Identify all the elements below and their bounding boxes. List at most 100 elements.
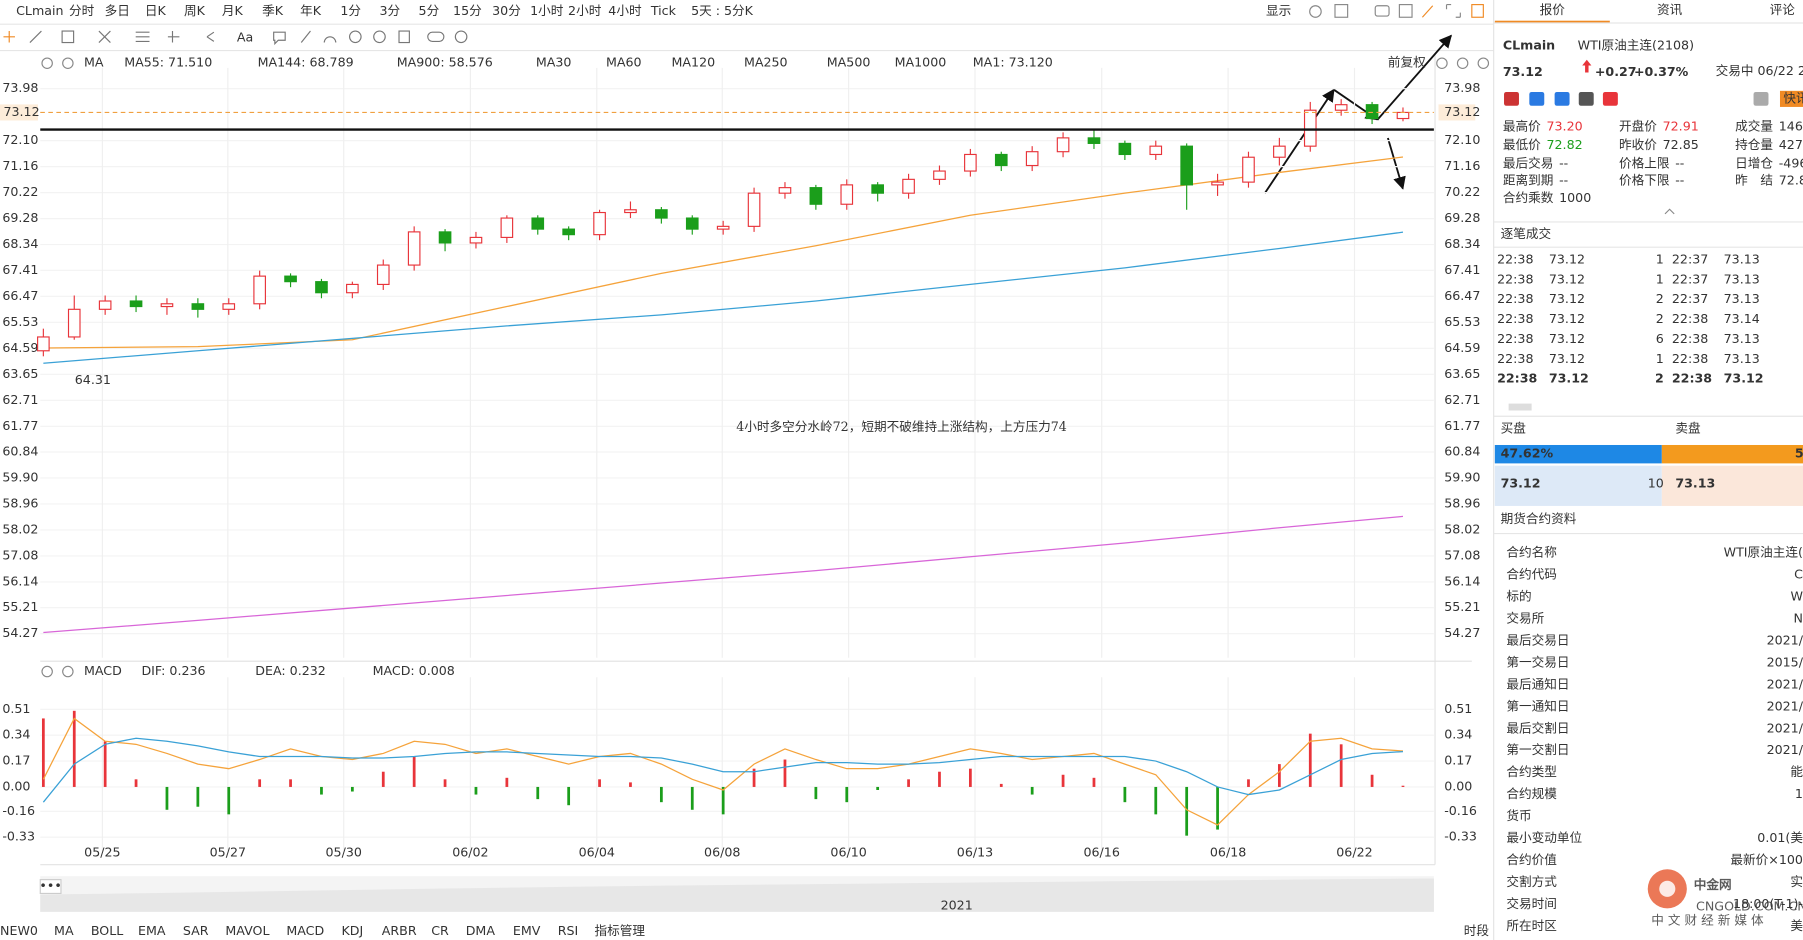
adjust-button[interactable]: 前复权: [1388, 55, 1426, 70]
period-tab[interactable]: 5分: [419, 3, 440, 18]
pane-icons[interactable]: [41, 57, 1490, 678]
period-tab[interactable]: 季K: [262, 3, 284, 18]
indicator-tab[interactable]: EMA: [138, 923, 166, 938]
indicator-tab[interactable]: ARBR: [382, 923, 417, 938]
indicator-tab[interactable]: MAVOL: [225, 923, 269, 938]
period-tab[interactable]: 1分: [340, 3, 361, 18]
candle-body: [778, 187, 792, 194]
period-tab[interactable]: 周K: [184, 3, 206, 18]
toolbar-icons[interactable]: [1309, 4, 1484, 18]
indicator-tab[interactable]: CR: [431, 923, 449, 938]
stat-value: 73.20: [1546, 118, 1582, 133]
macd-bar: [165, 786, 169, 810]
period-tab[interactable]: 3分: [379, 3, 400, 18]
panel-tab[interactable]: 评论: [1770, 2, 1796, 17]
indicator-tab[interactable]: 指标管理: [594, 923, 645, 938]
text-tool-icon[interactable]: Aa: [237, 29, 253, 44]
macd-bar: [1154, 786, 1158, 815]
indicator-tab[interactable]: MACD: [286, 923, 324, 938]
macd-bar: [1277, 764, 1281, 787]
trade-cell: 73.12: [1549, 271, 1585, 286]
y-tick-label-right: 70.22: [1444, 184, 1480, 199]
session-button[interactable]: 时段: [1464, 923, 1490, 938]
macd-bar: [907, 779, 910, 787]
navigator-menu[interactable]: •••: [39, 878, 61, 893]
period-tab[interactable]: 分时: [69, 3, 95, 18]
info-value: 2021/: [1767, 698, 1803, 713]
symbol[interactable]: CLmain: [16, 3, 63, 18]
candle-body: [346, 283, 359, 294]
panel-tab[interactable]: 报价: [1540, 2, 1566, 17]
indicator-tab[interactable]: RSI: [558, 923, 579, 938]
indicator-name[interactable]: MA: [84, 55, 104, 70]
legend-entry: MA55: 71.510: [124, 55, 212, 70]
y-tick-label-right: 58.96: [1444, 495, 1480, 510]
indicator-tab[interactable]: KDJ: [342, 923, 364, 938]
quick-icon[interactable]: [1504, 91, 1519, 106]
drawing-tools[interactable]: [3, 30, 468, 46]
y-tick-label-right: 58.02: [1444, 521, 1480, 536]
period-tab[interactable]: 4小时: [608, 3, 642, 18]
info-label: 交易时间: [1506, 896, 1556, 911]
macd-bar: [659, 786, 663, 803]
candle-body: [1118, 142, 1132, 156]
quick-icon[interactable]: [1554, 91, 1570, 106]
info-label: 合约规模: [1506, 786, 1557, 801]
trade-cell: 73.12: [1549, 351, 1585, 366]
period-tab[interactable]: 日K: [145, 3, 167, 18]
period-tab[interactable]: Tick: [650, 3, 677, 18]
stat-label: 最后交易: [1503, 155, 1554, 170]
trade-cell: 22:38: [1672, 371, 1712, 386]
macd-bar: [505, 777, 509, 787]
period-tab[interactable]: 5天 : 5分K: [691, 3, 754, 18]
indicator-tab[interactable]: NEW0: [0, 923, 38, 938]
y-tick-label-right: 0.17: [1444, 753, 1472, 768]
display-menu[interactable]: 显示: [1266, 3, 1291, 18]
indicator-tab[interactable]: MA: [54, 923, 74, 938]
stat: 昨收价 72.85: [1619, 136, 1699, 151]
indicator-tab[interactable]: EMV: [513, 923, 541, 938]
indicator-tab[interactable]: DMA: [466, 923, 496, 938]
period-tab[interactable]: 15分: [453, 3, 482, 18]
bid-ratio-label: 47.62%: [1501, 446, 1554, 461]
info-value: 2021/: [1767, 676, 1803, 691]
period-tab[interactable]: 2小时: [568, 3, 602, 18]
stat-value: 1460: [1779, 118, 1803, 133]
trade-cell: 1: [1656, 251, 1664, 266]
period-tab[interactable]: 年K: [300, 3, 322, 18]
legend-entry: MA900: 58.576: [397, 55, 493, 70]
navigator-menu-box[interactable]: [39, 879, 62, 895]
scroll-thumb: [1508, 403, 1532, 411]
info-label: 货币: [1506, 808, 1531, 823]
collapse-chevron[interactable]: [1664, 208, 1675, 215]
candle-body: [129, 300, 143, 308]
indicator-tab[interactable]: BOLL: [91, 923, 123, 938]
panel-tab[interactable]: 资讯: [1657, 2, 1683, 17]
y-tick-label-right: 68.34: [1444, 236, 1480, 251]
period-tab[interactable]: 月K: [222, 3, 244, 18]
candle-body: [902, 178, 915, 194]
alert-icon[interactable]: [1753, 91, 1769, 106]
candle-body: [747, 192, 761, 227]
quick-icon[interactable]: [1602, 91, 1618, 106]
trade-cell: 73.13: [1724, 251, 1760, 266]
macd-bar: [814, 786, 818, 800]
indicator-tab[interactable]: SAR: [183, 923, 209, 938]
candle-body: [284, 275, 297, 283]
period-tab[interactable]: 30分: [492, 3, 521, 18]
y-tick-label-left: 0.17: [2, 753, 30, 768]
quick-icon[interactable]: [1578, 91, 1594, 106]
tab-underline: [1494, 20, 1610, 23]
y-tick-label-right: 0.51: [1444, 701, 1472, 716]
macd-bar: [474, 786, 478, 795]
y-tick-label-left: 66.47: [2, 288, 38, 303]
candle-body: [98, 300, 112, 310]
period-tab[interactable]: 多日: [105, 3, 130, 18]
quick-icon[interactable]: [1529, 91, 1545, 106]
trade-cell: 73.14: [1724, 311, 1760, 326]
info-label: 最后交割日: [1506, 720, 1569, 735]
y-tick-label-right: 59.90: [1444, 469, 1480, 484]
macd-bar: [227, 786, 231, 815]
period-tab[interactable]: 1小时: [530, 3, 564, 18]
flash-button[interactable]: 快讯: [1783, 90, 1803, 105]
